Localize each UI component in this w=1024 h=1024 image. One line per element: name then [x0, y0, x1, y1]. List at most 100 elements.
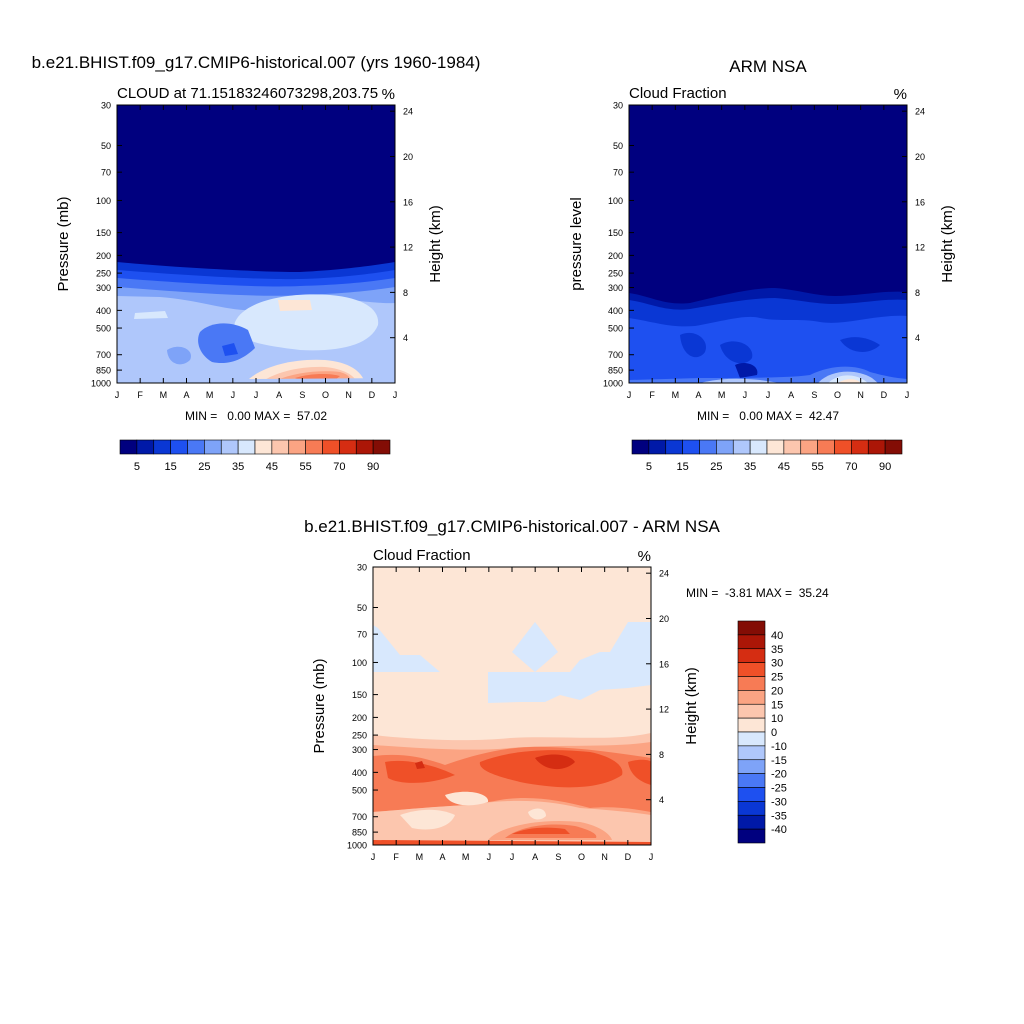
x-tick-label: J	[743, 390, 748, 400]
colorbar-swatch	[737, 759, 766, 774]
y-tick-label: 200	[608, 251, 623, 261]
x-tick-label: M	[462, 852, 470, 862]
colorbar-swatch	[254, 439, 273, 455]
panel-difference: b.e21.BHIST.f09_g17.CMIP6-historical.007…	[304, 517, 829, 862]
x-tick-label: A	[439, 852, 445, 862]
y-tick-label: 50	[357, 603, 367, 613]
colorbar-label: -10	[771, 741, 787, 753]
left-title: CLOUD at 71.15183246073298,203.75	[117, 85, 378, 102]
height-tick-label: 4	[915, 333, 920, 343]
x-tick-label: F	[649, 390, 655, 400]
colorbar-swatch	[737, 620, 766, 636]
x-tick-label: J	[115, 390, 120, 400]
colorbar-label: 25	[710, 461, 722, 473]
x-tick-label: J	[231, 390, 236, 400]
colorbar-swatch	[783, 439, 802, 455]
colorbar-label: 20	[771, 685, 783, 697]
colorbar-swatch	[220, 439, 239, 455]
colorbar-swatch	[737, 717, 766, 733]
y-tick-label: 500	[608, 324, 623, 334]
colorbar-swatch	[648, 439, 667, 455]
colorbar-swatch	[737, 814, 766, 830]
colorbar-label: 90	[879, 461, 891, 473]
colorbar-label: 5	[134, 461, 140, 473]
height-tick-label: 12	[659, 705, 669, 715]
min-max-label: MIN = -3.81 MAX = 35.24	[686, 586, 829, 600]
y-tick-label: 500	[96, 324, 111, 334]
colorbar-swatch	[732, 439, 751, 455]
colorbar-label: 70	[333, 461, 345, 473]
x-tick-label: M	[672, 390, 680, 400]
colorbar-swatch	[187, 439, 205, 455]
panel-model: b.e21.BHIST.f09_g17.CMIP6-historical.007…	[32, 53, 481, 473]
x-tick-label: J	[766, 390, 771, 400]
colorbar-swatch	[800, 439, 818, 455]
colorbar-swatch	[766, 439, 785, 455]
y-tick-label: 400	[96, 306, 111, 316]
y-tick-label: 150	[352, 690, 367, 700]
colorbar-swatch	[817, 439, 835, 455]
height-tick-label: 16	[659, 659, 669, 669]
colorbar-label: -25	[771, 783, 787, 795]
colorbar-swatch	[153, 439, 171, 455]
height-tick-label: 8	[403, 288, 408, 298]
colorbar-swatch	[737, 662, 766, 677]
y-tick-label: 1000	[603, 379, 623, 389]
x-tick-label: J	[254, 390, 259, 400]
y-tick-label: 30	[613, 101, 623, 111]
height-axis-label: Height (km)	[427, 205, 444, 283]
y-tick-label: 1000	[347, 841, 367, 851]
y-tick-label: 200	[352, 713, 367, 723]
x-tick-label: O	[834, 390, 841, 400]
height-tick-label: 24	[659, 569, 669, 579]
colorbar-label: -30	[771, 796, 787, 808]
y-axis-label: Pressure (mb)	[311, 658, 328, 753]
colorbar: 5 15 25 35 45 55 70 90	[119, 439, 391, 473]
colorbar-label: 15	[165, 461, 177, 473]
y-tick-label: 700	[352, 812, 367, 822]
colorbar-swatch	[305, 439, 323, 455]
colorbar-swatch	[737, 773, 766, 788]
x-tick-label: N	[601, 852, 608, 862]
y-tick-label: 700	[96, 350, 111, 360]
x-tick-label: A	[532, 852, 538, 862]
x-tick-label: J	[627, 390, 632, 400]
y-axis-ticks: 30 50 70 100 150 200 250 300 400 500 700 850 1000	[603, 101, 634, 389]
units-label: %	[382, 86, 395, 103]
colorbar-label: 90	[367, 461, 379, 473]
height-axis-ticks: 24 20 16 12 8 4	[902, 107, 925, 343]
y-axis-ticks: 30 50 70 100 150 200 250 300 400 500 700 850 1000	[347, 563, 378, 851]
colorbar-swatch	[119, 439, 138, 455]
colorbar-swatch	[737, 801, 766, 816]
x-tick-label: N	[857, 390, 864, 400]
height-tick-label: 8	[659, 750, 664, 760]
colorbar-swatch	[716, 439, 734, 455]
contour-field	[629, 105, 907, 383]
colorbar-swatch	[339, 439, 357, 455]
y-axis-label: Pressure (mb)	[55, 196, 72, 291]
colorbar-swatch	[665, 439, 683, 455]
colorbar-swatch	[136, 439, 155, 455]
colorbar-swatch	[867, 439, 886, 455]
x-tick-label: S	[555, 852, 561, 862]
y-tick-label: 100	[608, 196, 623, 206]
y-tick-label: 100	[352, 658, 367, 668]
colorbar-label: 55	[812, 461, 824, 473]
colorbar-label: 70	[845, 461, 857, 473]
y-tick-label: 300	[96, 283, 111, 293]
colorbar-swatch	[170, 439, 188, 455]
x-tick-label: J	[371, 852, 376, 862]
y-tick-label: 500	[352, 786, 367, 796]
min-max-label: MIN = 0.00 MAX = 57.02	[185, 409, 327, 423]
colorbar-swatch	[737, 787, 766, 802]
y-tick-label: 850	[352, 828, 367, 838]
x-tick-label: M	[160, 390, 168, 400]
y-tick-label: 150	[96, 228, 111, 238]
colorbar-swatch	[737, 634, 766, 650]
panel-title: b.e21.BHIST.f09_g17.CMIP6-historical.007…	[304, 517, 720, 536]
y-axis-ticks: 30 50 70 100 150 200 250 300 400 500 700 850 1000	[91, 101, 122, 389]
x-tick-label: D	[881, 390, 888, 400]
height-tick-label: 20	[915, 152, 925, 162]
units-label: %	[638, 548, 651, 565]
